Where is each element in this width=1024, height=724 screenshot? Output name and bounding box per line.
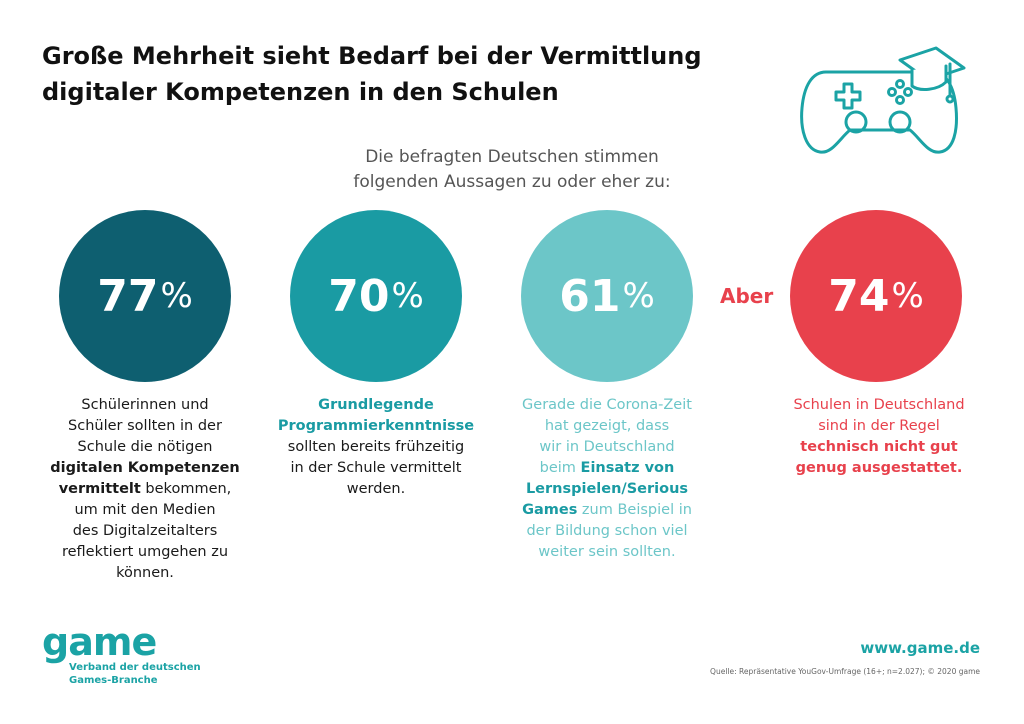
subtitle: Die befragten Deutschen stimmen folgende… — [300, 145, 724, 195]
page-title: Große Mehrheit sieht Bedarf bei der Verm… — [42, 38, 762, 110]
description-line: hat gezeigt, dass — [496, 416, 718, 437]
description-line: in der Schule vermittelt — [262, 458, 490, 479]
description-segment: der Bildung schon viel — [526, 523, 688, 539]
description-segment: in der Schule vermittelt — [290, 460, 462, 476]
description-line: des Digitalzeitalters — [36, 521, 254, 542]
stat-circle-61: 61% — [521, 210, 693, 382]
description-segment: um mit den Medien — [74, 502, 216, 518]
title-line-1: Große Mehrheit sieht Bedarf bei der Verm… — [42, 42, 702, 70]
description-segment: weiter sein sollten. — [538, 544, 676, 560]
stat-unit: % — [622, 276, 655, 316]
description-line: Gerade die Corona-Zeit — [496, 395, 718, 416]
description-bold-segment: Lernspielen/Serious — [525, 481, 689, 497]
description-line: sind in der Regel — [766, 416, 992, 437]
description-line: technisch nicht gut — [766, 437, 992, 458]
description-line: Games zum Beispiel in — [496, 500, 718, 521]
description-segment: reflektiert umgehen zu — [61, 544, 229, 560]
description-segment: sollten bereits frühzeitig — [287, 439, 465, 455]
description-bold-segment: Grundlegende — [318, 397, 434, 413]
stat-description-61: Gerade die Corona-Zeit hat gezeigt, dass w… — [496, 395, 718, 563]
description-line: Schulen in Deutschland — [766, 395, 992, 416]
title-line-2: digitaler Kompetenzen in den Schulen — [42, 78, 559, 106]
description-line: genug ausgestattet. — [766, 458, 992, 479]
aber-label: Aber — [720, 284, 774, 308]
description-line: Schülerinnen und — [36, 395, 254, 416]
description-bold-segment: Games — [522, 502, 578, 518]
description-segment: Schulen in Deutschland — [793, 397, 965, 413]
subtitle-line-2: folgenden Aussagen zu oder eher zu: — [353, 172, 671, 192]
description-line: Schule die nötigen — [36, 437, 254, 458]
description-line: reflektiert umgehen zu — [36, 542, 254, 563]
stat-unit: % — [891, 276, 924, 316]
description-segment: Schülerinnen und — [81, 397, 209, 413]
logo-subtitle-line-2: Games-Branche — [69, 675, 158, 686]
description-line: digitalen Kompetenzen — [36, 458, 254, 479]
subtitle-line-1: Die befragten Deutschen stimmen — [365, 147, 659, 167]
description-segment: bekommen, — [140, 481, 232, 497]
description-line: sollten bereits frühzeitig — [262, 437, 490, 458]
stat-description-70: Grundlegende Programmierkenntnisse sollten… — [262, 395, 490, 500]
description-segment: wir in Deutschland — [539, 439, 675, 455]
logo-subtitle: Verband der deutschen Games-Branche — [69, 661, 201, 687]
description-bold-segment: Einsatz von — [580, 460, 675, 476]
stat-value: 61 — [559, 270, 621, 322]
description-bold-segment: digitalen Kompetenzen — [50, 460, 240, 476]
stat-value: 77 — [97, 270, 159, 322]
description-line: der Bildung schon viel — [496, 521, 718, 542]
description-line: werden. — [262, 479, 490, 500]
stat-description-74: Schulen in Deutschland sind in der Regel t… — [766, 395, 992, 479]
description-line: beim Einsatz von — [496, 458, 718, 479]
description-bold-segment: genug ausgestattet. — [795, 460, 963, 476]
stat-description-77: Schülerinnen und Schüler sollten in der Sc… — [36, 395, 254, 584]
game-logo: game — [42, 620, 157, 664]
description-segment: des Digitalzeitalters — [72, 523, 218, 539]
stat-value: 74 — [828, 270, 890, 322]
source-note: Quelle: Repräsentative YouGov-Umfrage (1… — [710, 667, 980, 676]
description-segment: beim — [539, 460, 581, 476]
description-segment: können. — [116, 565, 174, 581]
description-line: Schüler sollten in der — [36, 416, 254, 437]
description-bold-segment: Programmierkenntnisse — [277, 418, 475, 434]
description-segment: werden. — [346, 481, 406, 497]
description-segment: Gerade die Corona-Zeit — [522, 397, 692, 413]
description-segment: Schule die nötigen — [77, 439, 213, 455]
description-line: Programmierkenntnisse — [262, 416, 490, 437]
description-bold-segment: vermittelt — [58, 481, 141, 497]
website-link[interactable]: www.game.de — [860, 639, 980, 657]
description-line: weiter sein sollten. — [496, 542, 718, 563]
stat-unit: % — [160, 276, 193, 316]
description-line: Grundlegende — [262, 395, 490, 416]
description-line: können. — [36, 563, 254, 584]
stat-circle-77: 77% — [59, 210, 231, 382]
description-segment: zum Beispiel in — [577, 502, 692, 518]
description-segment: Schüler sollten in der — [68, 418, 222, 434]
description-line: Lernspielen/Serious — [496, 479, 718, 500]
description-line: um mit den Medien — [36, 500, 254, 521]
description-segment: hat gezeigt, dass — [544, 418, 670, 434]
description-segment: sind in der Regel — [818, 418, 940, 434]
stat-circle-70: 70% — [290, 210, 462, 382]
description-bold-segment: technisch nicht gut — [800, 439, 958, 455]
stat-value: 70 — [328, 270, 390, 322]
description-line: vermittelt bekommen, — [36, 479, 254, 500]
stat-unit: % — [391, 276, 424, 316]
description-line: wir in Deutschland — [496, 437, 718, 458]
logo-subtitle-line-1: Verband der deutschen — [69, 662, 201, 673]
gamepad-with-graduation-cap-icon — [800, 46, 966, 154]
stat-circle-74: 74% — [790, 210, 962, 382]
